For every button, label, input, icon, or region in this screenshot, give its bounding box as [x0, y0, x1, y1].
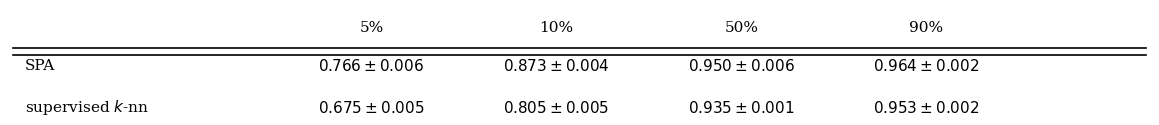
Text: 50%: 50%: [724, 21, 758, 35]
Text: $0.766 \pm 0.006$: $0.766 \pm 0.006$: [319, 58, 424, 74]
Text: $0.950 \pm 0.006$: $0.950 \pm 0.006$: [687, 58, 795, 74]
Text: $0.805 \pm 0.005$: $0.805 \pm 0.005$: [503, 100, 610, 116]
Text: supervised $k$-nn: supervised $k$-nn: [24, 98, 148, 117]
Text: 90%: 90%: [910, 21, 943, 35]
Text: $0.873 \pm 0.004$: $0.873 \pm 0.004$: [503, 58, 610, 74]
Text: 5%: 5%: [359, 21, 384, 35]
Text: SPA: SPA: [24, 59, 54, 73]
Text: $0.675 \pm 0.005$: $0.675 \pm 0.005$: [318, 100, 424, 116]
Text: $0.964 \pm 0.002$: $0.964 \pm 0.002$: [873, 58, 979, 74]
Text: 10%: 10%: [539, 21, 574, 35]
Text: $0.935 \pm 0.001$: $0.935 \pm 0.001$: [688, 100, 795, 116]
Text: $0.953 \pm 0.002$: $0.953 \pm 0.002$: [873, 100, 979, 116]
